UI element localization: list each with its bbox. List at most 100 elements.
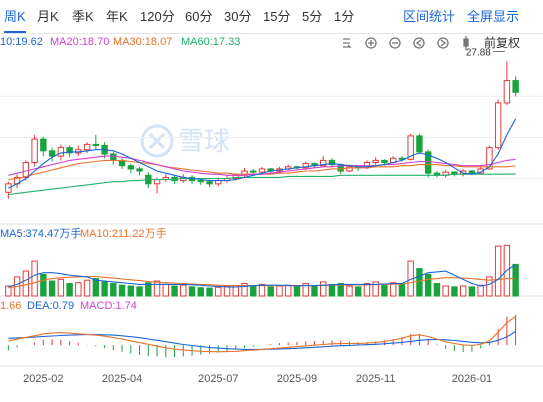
volume-bar [215,286,222,297]
candle [5,183,12,193]
volume-bar [206,287,213,297]
ma20-legend: MA20:18.70 [50,36,109,48]
volume-bar [433,283,441,297]
candle [127,165,135,170]
volume-bar [389,282,397,297]
candle [250,170,257,173]
candle [153,179,161,185]
volume-bar [31,260,38,297]
volume-bar [180,284,187,297]
candle [22,162,30,178]
volume-bar [424,273,432,297]
volume-bar [451,286,458,297]
ma5-line [8,118,517,189]
volume-bar [459,285,467,297]
volume-bar [83,279,91,297]
volume-bar [75,282,82,297]
volume-bar [486,276,493,297]
volume-bar [302,283,309,297]
volume-bar [477,284,484,297]
xueqiu-watermark: 雪球 [140,124,230,158]
candle [31,138,38,164]
ma30-legend: MA30:18.07 [113,36,172,48]
candle-style-icon[interactable] [463,36,469,50]
volume-bar [468,286,476,297]
volume-bar [118,284,126,297]
volume-bar [337,283,344,297]
dea-legend: DEA:0.79 [27,300,74,312]
tab-monthly-k[interactable]: 月K [37,9,59,24]
candle [57,147,65,157]
candle [486,147,493,170]
volume-bar [381,283,388,297]
tab-15min[interactable]: 15分 [263,9,291,24]
volume-bars [5,244,519,297]
candle [416,135,423,153]
volume-bar [328,283,336,297]
candle [328,159,336,166]
chart-toolbar [343,36,469,50]
tab-1min[interactable]: 1分 [334,9,355,24]
candle [407,135,414,160]
candle [494,102,502,149]
candle [302,163,309,169]
macd-legend: MACD:1.74 [80,300,137,312]
volume-bar [442,285,449,297]
vol-ma5-line [8,264,516,288]
zoom-out-icon[interactable] [389,37,401,49]
svg-text:雪球: 雪球 [178,127,230,157]
price-adjust-toggle[interactable]: 前复权 [484,35,520,50]
tab-60min[interactable]: 60分 [185,9,213,24]
x-tick-label: 2025-09 [277,373,317,385]
volume-bar [188,286,196,297]
max-price-label: 27.88 [466,48,491,59]
tab-yearly-k[interactable]: 年K [106,9,128,24]
tab-30min[interactable]: 30分 [224,9,252,24]
volume-bar [66,283,73,297]
tab-120min[interactable]: 120分 [140,9,175,24]
volume-bar [293,286,301,297]
candle [503,80,511,104]
volume-bar [363,283,371,297]
candle [110,153,117,161]
zoom-in-icon[interactable] [365,37,377,49]
tab-weekly-k[interactable]: 周K [4,0,26,33]
volume-bar [285,284,292,297]
volume-bar [267,286,274,297]
volume-bar [57,278,65,297]
max-price-marker: 27.88 [466,48,505,59]
tab-5min[interactable]: 5分 [302,9,323,24]
volume-bar [512,263,519,297]
volume-bar [223,285,231,297]
dif-line [8,315,516,353]
volume-bar [110,283,117,297]
volume-bar [153,280,161,297]
collapse-icon[interactable] [343,38,352,48]
candle [197,180,204,183]
pan-right-icon[interactable] [437,37,449,49]
dif-legend: 1.66 [0,300,21,312]
x-tick-label: 2025-07 [198,373,238,385]
volume-bar [346,285,353,297]
volume-bar [171,285,178,297]
volume-bar [127,285,135,297]
volume-bar [5,285,12,297]
candle [346,166,353,172]
ma60-line [8,173,516,196]
volume-bar [22,270,30,297]
interval-stats-button[interactable]: 区间统计 [403,9,456,24]
fullscreen-button[interactable]: 全屏显示 [467,9,520,24]
candle [468,170,476,174]
volume-bar [258,283,266,297]
x-tick-label: 2026-01 [452,373,492,385]
tab-quarterly-k[interactable]: 季K [72,9,94,24]
pan-left-icon[interactable] [413,37,425,49]
volume-ma-lines [8,264,516,289]
x-tick-label: 2025-11 [356,373,396,385]
candle [206,181,213,185]
vol-ma5-legend: MA5:374.47万手 [0,226,81,240]
ma20-line [8,155,516,176]
candle [83,143,91,151]
volume-bar [276,285,283,297]
candle [92,143,100,146]
